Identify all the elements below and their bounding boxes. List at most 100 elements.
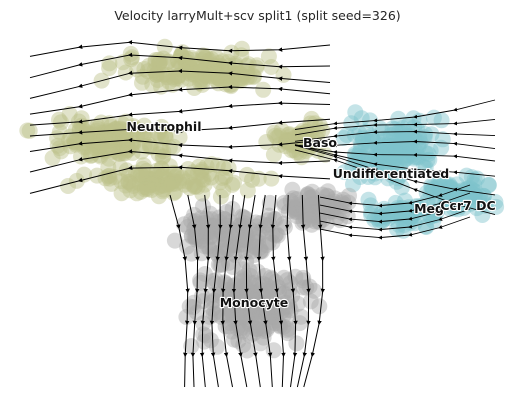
cell-point	[136, 181, 153, 198]
velocity-streamline	[270, 194, 286, 388]
cell-point	[284, 181, 301, 198]
cell-point	[313, 203, 330, 220]
cell-point	[324, 203, 341, 220]
cell-point	[312, 200, 329, 217]
cell-point	[302, 189, 319, 206]
cell-point	[463, 169, 480, 186]
cell-point	[455, 200, 472, 216]
cell-point	[61, 132, 78, 149]
cell-point	[459, 180, 476, 197]
velocity-streamline	[256, 194, 273, 388]
cell-point	[475, 188, 492, 205]
cell-point	[301, 207, 318, 224]
cell-point	[185, 164, 201, 181]
cell-point	[293, 149, 310, 166]
cluster-label-neutrophil: Neutrophil	[127, 119, 202, 134]
cell-point	[267, 211, 284, 228]
cell-point	[62, 138, 79, 155]
cell-point	[463, 188, 480, 205]
velocity-streamline	[303, 194, 326, 388]
cell-point	[139, 180, 156, 196]
cell-point	[216, 211, 233, 228]
cell-point	[474, 207, 491, 223]
cell-point	[298, 279, 315, 296]
cell-point	[218, 204, 235, 220]
velocity-streamline	[220, 194, 234, 388]
cell-point	[470, 191, 487, 208]
cell-point	[304, 183, 321, 200]
cell-point	[197, 266, 213, 282]
cell-point	[173, 47, 189, 64]
cell-point	[53, 114, 69, 131]
cell-point	[198, 210, 215, 227]
cell-point	[49, 137, 66, 154]
cell-point	[293, 127, 310, 144]
cell-point	[300, 186, 316, 203]
cell-point	[475, 194, 492, 211]
cell-point	[186, 80, 203, 96]
cell-point	[281, 133, 298, 150]
cell-point	[261, 194, 278, 211]
velocity-streamline	[29, 118, 331, 137]
cell-point	[51, 124, 68, 140]
cell-point	[477, 197, 494, 214]
velocity-streamline	[231, 194, 248, 388]
cell-point	[136, 179, 153, 196]
cell-point	[466, 171, 483, 188]
velocity-streamline	[199, 194, 211, 388]
cell-point	[308, 207, 325, 224]
cell-point	[298, 202, 315, 219]
velocity-streamline	[319, 216, 471, 240]
cell-point	[195, 198, 211, 215]
velocity-streamline	[209, 194, 223, 388]
cell-point	[292, 201, 309, 218]
cell-point	[155, 181, 172, 198]
velocity-streamline	[169, 194, 190, 388]
cell-point	[194, 185, 211, 202]
cell-point	[150, 188, 167, 205]
cell-point	[299, 197, 316, 214]
cell-point	[181, 180, 198, 196]
cell-point	[285, 201, 302, 218]
cell-point	[466, 183, 483, 200]
cell-point	[287, 200, 304, 217]
cell-point	[466, 193, 483, 210]
cell-point	[299, 206, 316, 223]
cell-point	[281, 126, 298, 143]
cell-point	[287, 199, 304, 216]
cell-point	[143, 182, 160, 198]
cell-point	[198, 158, 215, 175]
velocity-streamline	[29, 52, 331, 79]
cell-point	[433, 112, 450, 129]
cell-point	[310, 205, 327, 222]
cell-point	[292, 204, 309, 221]
cell-point	[285, 190, 302, 207]
cell-point	[265, 342, 282, 359]
cell-point	[234, 272, 251, 289]
cell-point	[287, 200, 304, 217]
velocity-streamline	[29, 137, 331, 152]
velocity-streamline	[294, 118, 496, 136]
cell-point	[462, 195, 479, 212]
cell-point	[235, 209, 252, 226]
velocity-streamline	[187, 194, 200, 388]
cell-point	[113, 185, 130, 202]
cell-point	[275, 215, 292, 232]
cell-point	[103, 175, 120, 192]
cell-point	[314, 211, 331, 228]
cell-point	[299, 186, 316, 203]
cell-point	[384, 137, 401, 154]
cell-point	[308, 195, 325, 212]
velocity-streamline	[244, 194, 261, 388]
cell-point	[19, 122, 36, 139]
cell-point	[289, 197, 306, 213]
velocity-streamline	[295, 139, 496, 150]
cell-point	[285, 137, 302, 154]
cell-point	[468, 200, 485, 217]
cell-point	[255, 319, 271, 336]
cell-point	[475, 187, 492, 204]
velocity-streamline	[29, 165, 331, 194]
cell-point	[319, 188, 336, 205]
